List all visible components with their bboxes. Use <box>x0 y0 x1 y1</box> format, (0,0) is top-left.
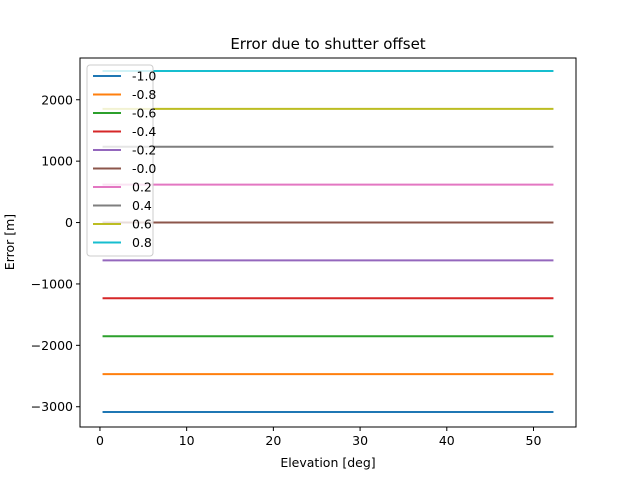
chart-title: Error due to shutter offset <box>230 35 425 53</box>
y-axis-label: Error [m] <box>2 214 17 270</box>
x-axis: 0 10 20 30 40 50 <box>96 427 542 448</box>
x-axis-label: Elevation [deg] <box>280 455 375 470</box>
y-tick-label: 1000 <box>41 154 73 169</box>
legend-label-4: -0.2 <box>132 143 156 158</box>
legend-label-8: 0.6 <box>132 217 152 232</box>
plot-frame <box>79 57 577 428</box>
series-layer <box>102 70 554 413</box>
legend-label-6: 0.2 <box>132 180 152 195</box>
x-tick-label: 20 <box>265 433 281 448</box>
x-tick-label: 50 <box>526 433 542 448</box>
y-tick-label: 0 <box>65 215 73 230</box>
legend-label-9: 0.8 <box>132 235 152 250</box>
legend-label-7: 0.4 <box>132 198 152 213</box>
y-tick-label: −2000 <box>31 338 73 353</box>
legend-label-3: -0.4 <box>132 124 156 139</box>
legend-label-2: -0.6 <box>132 106 156 121</box>
y-tick-label: −3000 <box>31 399 73 414</box>
x-tick-label: 30 <box>352 433 368 448</box>
x-tick-label: 40 <box>439 433 455 448</box>
legend-label-1: -0.8 <box>132 87 156 102</box>
legend-label-5: -0.0 <box>132 161 156 176</box>
y-tick-label: 2000 <box>41 92 73 107</box>
legend: -1.0 -0.8 -0.6 -0.4 -0.2 -0.0 0.2 0.4 0.6 0.8 <box>86 64 156 257</box>
y-axis: −3000 −2000 −1000 0 1000 2000 <box>31 92 80 414</box>
x-tick-label: 10 <box>179 433 195 448</box>
y-tick-label: −1000 <box>31 276 73 291</box>
legend-label-0: -1.0 <box>132 69 156 84</box>
x-tick-label: 0 <box>96 433 104 448</box>
